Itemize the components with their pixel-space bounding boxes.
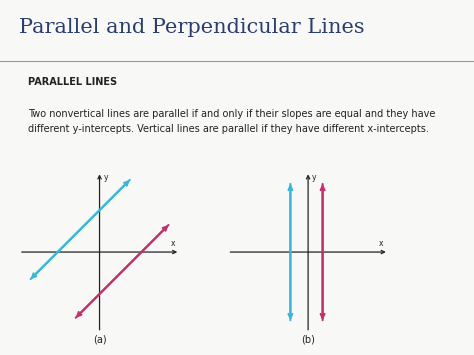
Text: x: x bbox=[171, 239, 175, 248]
Text: x: x bbox=[379, 239, 383, 248]
Text: (a): (a) bbox=[93, 334, 106, 344]
Text: Two nonvertical lines are parallel if and only if their slopes are equal and the: Two nonvertical lines are parallel if an… bbox=[27, 109, 435, 134]
Text: Parallel and Perpendicular Lines: Parallel and Perpendicular Lines bbox=[19, 18, 365, 37]
Text: (b): (b) bbox=[301, 334, 315, 344]
Text: PARALLEL LINES: PARALLEL LINES bbox=[27, 77, 117, 87]
Text: y: y bbox=[312, 173, 317, 181]
Text: y: y bbox=[103, 173, 108, 181]
